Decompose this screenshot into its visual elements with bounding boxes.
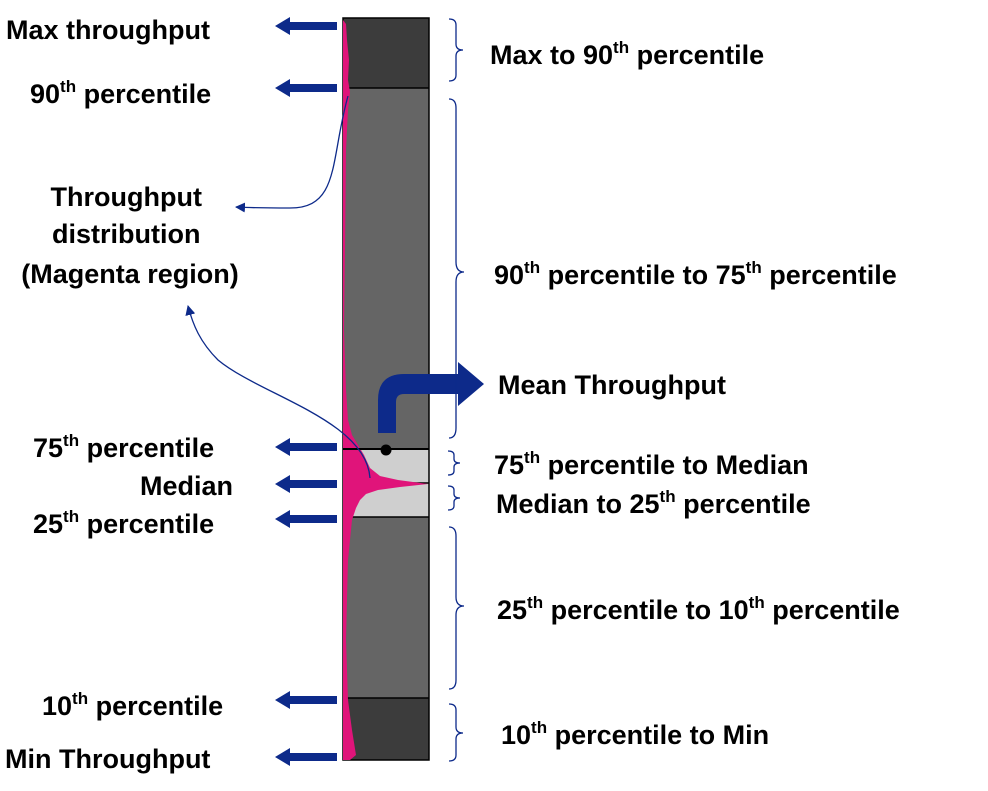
band-max-to-90 bbox=[343, 18, 429, 88]
brace-10-to-min bbox=[448, 703, 464, 762]
mean-throughput-arrow bbox=[378, 362, 484, 433]
label-p75: 75th percentile bbox=[33, 431, 214, 463]
label-25-to-10: 25th percentile to 10th percentile bbox=[497, 593, 900, 625]
label-mean-throughput: Mean Throughput bbox=[498, 370, 726, 400]
arrow-p90 bbox=[275, 79, 337, 97]
label-p10: 10th percentile bbox=[42, 689, 223, 721]
brace-max-to-90 bbox=[448, 18, 464, 82]
label-distribution: Throughput distribution (Magenta region) bbox=[21, 182, 239, 289]
arrow-max bbox=[275, 17, 337, 35]
arrow-median bbox=[275, 475, 337, 493]
label-median-to-25: Median to 25th percentile bbox=[496, 487, 811, 519]
arrow-min bbox=[275, 748, 337, 766]
brace-median-to-25 bbox=[447, 485, 461, 511]
brace-75-to-median bbox=[447, 450, 461, 476]
brace-90-to-75 bbox=[448, 98, 465, 439]
distribution-pointer-lower bbox=[185, 305, 371, 479]
label-10-to-min: 10th percentile to Min bbox=[501, 718, 769, 750]
band-10-to-min bbox=[343, 698, 429, 760]
label-90-to-75: 90th percentile to 75th percentile bbox=[494, 258, 897, 290]
distribution-pointer-upper bbox=[235, 95, 349, 213]
percentile-pointer-arrows bbox=[275, 17, 337, 766]
arrow-p10 bbox=[275, 691, 337, 709]
arrow-p75 bbox=[275, 438, 337, 456]
label-max-to-90: Max to 90th percentile bbox=[490, 38, 764, 70]
mean-dot bbox=[380, 444, 392, 456]
label-p25: 25th percentile bbox=[33, 507, 214, 539]
range-braces bbox=[447, 18, 465, 762]
arrow-p25 bbox=[275, 510, 337, 528]
label-min-throughput: Min Throughput bbox=[5, 744, 210, 774]
label-75-to-median: 75th percentile to Median bbox=[494, 448, 809, 480]
brace-25-to-10 bbox=[448, 526, 465, 690]
label-p90: 90th percentile bbox=[30, 77, 211, 109]
band-25-to-10 bbox=[343, 517, 429, 698]
label-max-throughput: Max throughput bbox=[6, 15, 210, 45]
label-median: Median bbox=[140, 471, 233, 501]
